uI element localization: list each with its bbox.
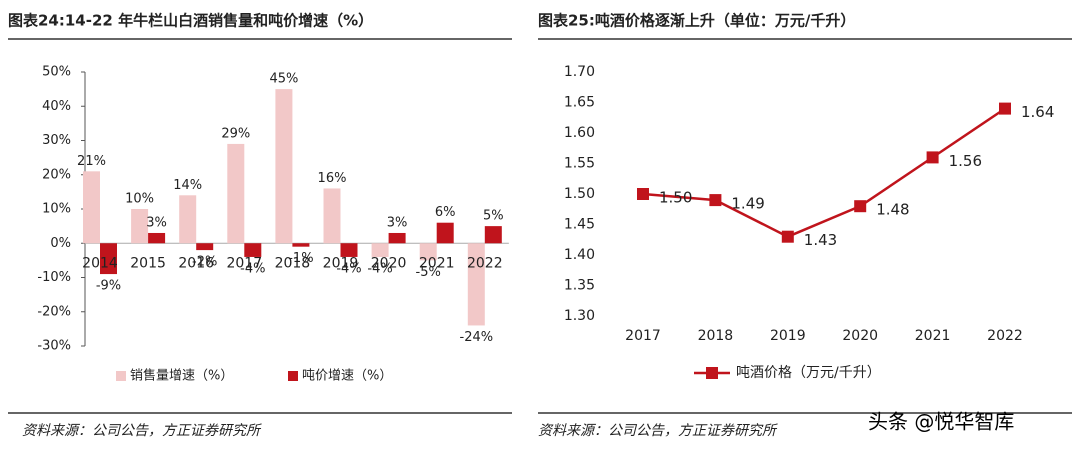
bar bbox=[467, 243, 485, 326]
bar bbox=[323, 188, 341, 244]
line bbox=[642, 107, 1006, 239]
value-label: -4% bbox=[367, 261, 392, 276]
value-label: -4% bbox=[240, 261, 265, 276]
x-tick-label: 2016 bbox=[178, 255, 214, 271]
y-tick-label: 40% bbox=[42, 99, 71, 114]
y-tick-label: 10% bbox=[42, 202, 71, 217]
value-label: 1.56 bbox=[949, 152, 982, 170]
value-label: 16% bbox=[318, 171, 347, 186]
x-tick-label: 2020 bbox=[371, 255, 407, 271]
x-tick-label: 2021 bbox=[915, 328, 951, 344]
value-label: 1.43 bbox=[804, 231, 837, 249]
value-label: -2% bbox=[192, 255, 217, 270]
y-tick-label: -30% bbox=[37, 339, 71, 354]
marker bbox=[709, 194, 722, 207]
value-label: -1% bbox=[288, 251, 313, 266]
y-tick-label: 1.35 bbox=[564, 278, 595, 294]
y-tick-label: -20% bbox=[37, 304, 71, 319]
source: 资料来源：公司公告，方正证券研究所 bbox=[538, 423, 778, 439]
value-label: -4% bbox=[336, 261, 361, 276]
y-tick-label: 1.65 bbox=[564, 95, 595, 111]
y-tick-label: 0% bbox=[50, 236, 71, 251]
bar bbox=[83, 171, 100, 244]
x-tick-label: 2017 bbox=[226, 255, 262, 271]
bar bbox=[436, 222, 454, 244]
x-tick-label: 2015 bbox=[130, 255, 166, 271]
x-tick-label: 2019 bbox=[770, 328, 806, 344]
legend-swatch bbox=[116, 371, 126, 381]
y-tick-label: 20% bbox=[42, 167, 71, 182]
bar bbox=[419, 243, 437, 261]
bar bbox=[227, 143, 245, 244]
marker bbox=[637, 188, 649, 200]
bar bbox=[340, 243, 358, 257]
x-tick-label: 2019 bbox=[323, 255, 359, 271]
y-tick-label: 1.45 bbox=[564, 217, 595, 233]
x-tick-label: 2018 bbox=[275, 255, 311, 271]
legend-label: 吨价增速（%） bbox=[302, 369, 392, 384]
value-label: 1.50 bbox=[659, 189, 692, 207]
marker bbox=[999, 102, 1011, 115]
y-tick-label: 50% bbox=[42, 65, 71, 80]
marker bbox=[781, 230, 794, 243]
source: 资料来源：公司公告，方正证券研究所 bbox=[22, 423, 262, 439]
value-label: 14% bbox=[173, 178, 202, 193]
marker bbox=[854, 200, 867, 213]
bar bbox=[179, 195, 197, 244]
y-tick-label: -10% bbox=[37, 270, 71, 285]
y-tick-label: 1.70 bbox=[564, 64, 595, 80]
legend-swatch bbox=[288, 371, 298, 381]
watermark: 头条 @悦华智库 bbox=[868, 410, 1014, 434]
bar bbox=[275, 89, 293, 244]
y-tick-label: 30% bbox=[42, 133, 71, 148]
bar bbox=[484, 226, 502, 244]
y-tick-label: 1.50 bbox=[564, 186, 595, 202]
value-label: 1.48 bbox=[876, 201, 909, 219]
bar bbox=[131, 209, 149, 244]
x-tick-label: 2022 bbox=[987, 328, 1023, 344]
x-tick-label: 2021 bbox=[419, 255, 455, 271]
legend-label: 销售量增速（%） bbox=[130, 368, 233, 384]
chart-title: 图表24:14-22 年牛栏山白酒销售量和吨价增速（%） bbox=[8, 12, 373, 30]
value-label: 29% bbox=[221, 126, 250, 141]
value-label: 45% bbox=[269, 72, 298, 87]
y-tick-label: 1.55 bbox=[564, 156, 595, 172]
value-label: 1.64 bbox=[1021, 103, 1054, 121]
y-tick-label: 1.40 bbox=[564, 247, 595, 263]
value-label: 5% bbox=[483, 209, 504, 224]
x-tick-label: 2014 bbox=[82, 255, 118, 271]
value-label: 3% bbox=[387, 215, 408, 230]
x-tick-label: 2022 bbox=[467, 255, 503, 271]
value-label: -9% bbox=[96, 279, 121, 294]
x-tick-label: 2020 bbox=[842, 328, 878, 344]
bar bbox=[388, 232, 406, 244]
bar bbox=[371, 243, 389, 257]
legend-label: 吨酒价格（万元/千升） bbox=[736, 365, 881, 381]
y-tick-label: 1.60 bbox=[564, 125, 595, 141]
y-tick-label: 1.30 bbox=[564, 308, 595, 324]
value-label: 1.49 bbox=[731, 195, 764, 213]
x-tick-label: 2017 bbox=[625, 328, 661, 344]
value-label: 21% bbox=[77, 154, 106, 169]
bar bbox=[100, 243, 117, 275]
x-tick-label: 2018 bbox=[698, 328, 734, 344]
value-label: 3% bbox=[146, 215, 167, 230]
bar bbox=[244, 243, 262, 257]
value-label: -5% bbox=[416, 265, 441, 280]
legend-marker bbox=[706, 367, 718, 379]
value-label: -24% bbox=[460, 330, 494, 345]
bar bbox=[292, 243, 310, 247]
marker bbox=[926, 151, 939, 164]
bar bbox=[148, 232, 166, 244]
bar bbox=[196, 243, 214, 251]
value-label: 10% bbox=[125, 192, 154, 207]
value-label: 6% bbox=[435, 205, 456, 220]
chart-title: 图表25:吨酒价格逐渐上升（单位：万元/千升） bbox=[538, 12, 855, 30]
